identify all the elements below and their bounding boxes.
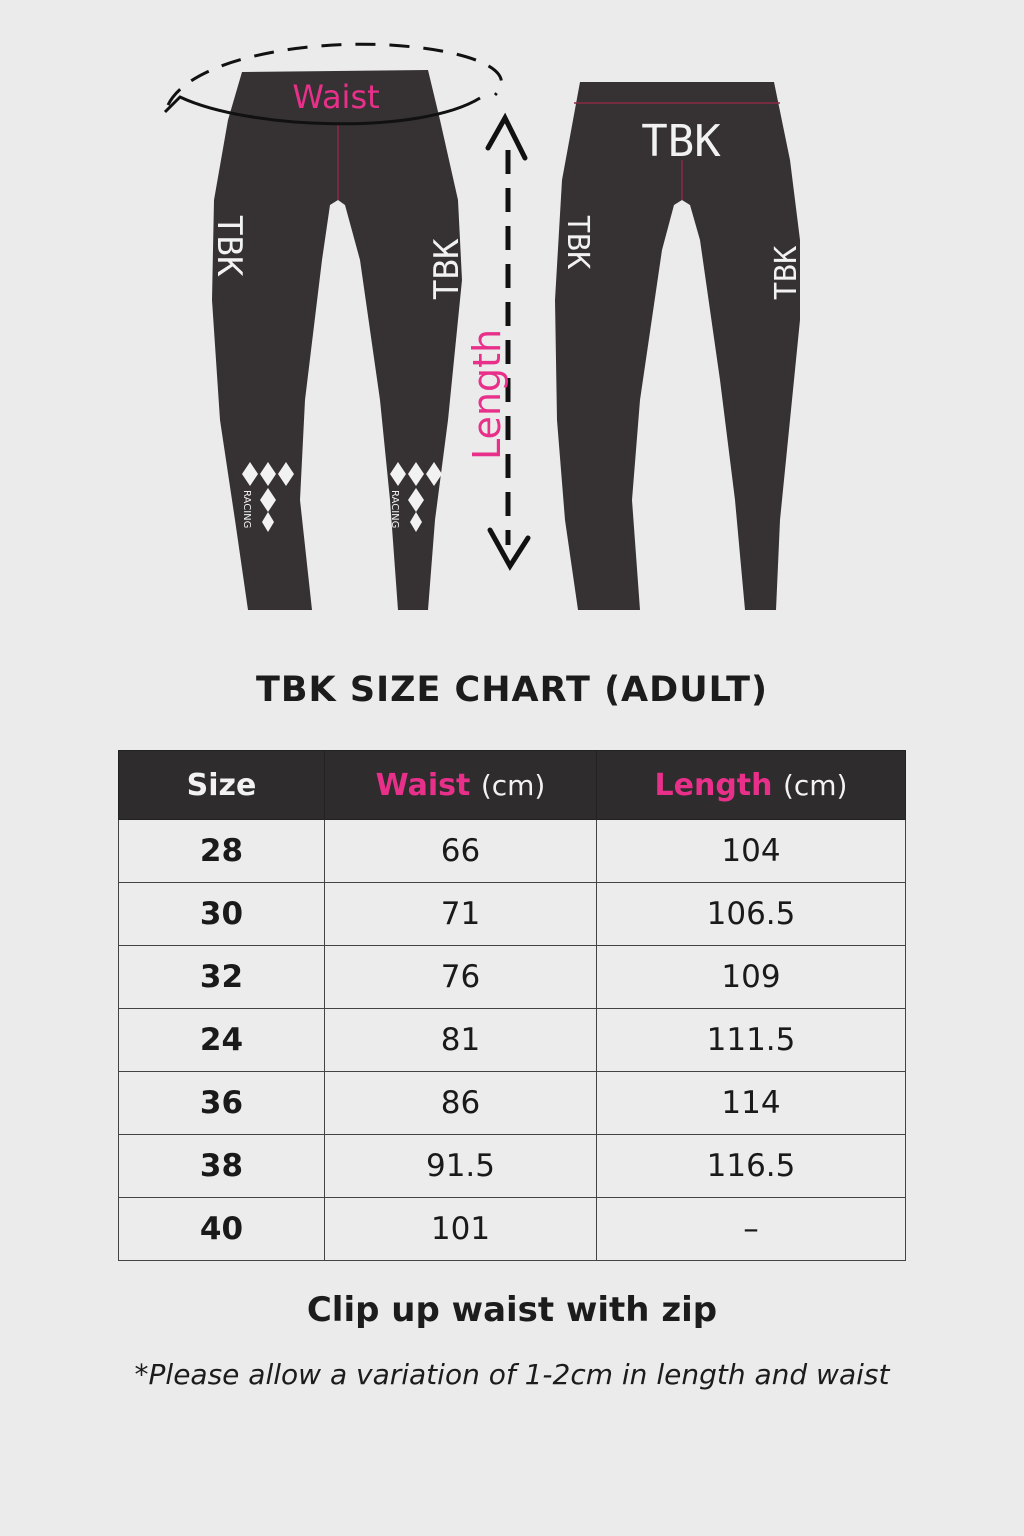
waist-cell: 76 <box>324 945 597 1009</box>
back-logo: TBK <box>641 116 721 167</box>
racing-text-left: RACING <box>241 490 252 528</box>
waist-cell: 91.5 <box>324 1134 597 1198</box>
size-cell: 28 <box>118 819 325 883</box>
back-side-logo-left: TBK <box>560 215 595 269</box>
racing-text-right: RACING <box>389 490 400 528</box>
header-unit: (cm) <box>480 768 546 802</box>
length-label: Length <box>465 329 509 460</box>
leggings-illustration: Waist TBK TBK RACING RACING Length TBK T… <box>163 42 804 610</box>
back-side-logo-right: TBK <box>769 246 804 300</box>
length-cell: – <box>596 1197 906 1261</box>
size-cell: 32 <box>118 945 325 1009</box>
size-cell: 40 <box>118 1197 325 1261</box>
table-row: 28 66 104 <box>118 819 906 883</box>
racing-logo-right <box>390 462 442 532</box>
variation-note: *Please allow a variation of 1-2cm in le… <box>134 1358 890 1391</box>
waist-cell: 71 <box>324 882 597 946</box>
waist-label: Waist <box>292 78 379 116</box>
header-unit: (cm) <box>782 768 848 802</box>
page-title: TBK SIZE CHART (ADULT) <box>256 670 768 710</box>
size-cell: 38 <box>118 1134 325 1198</box>
waist-cell: 101 <box>324 1197 597 1261</box>
side-logo-right: TBK <box>427 238 467 300</box>
zip-note: Clip up waist with zip <box>306 1290 718 1330</box>
size-cell: 36 <box>118 1071 325 1135</box>
arrow-down-icon <box>487 527 531 571</box>
waist-cell: 66 <box>324 819 597 883</box>
back-leggings <box>555 82 800 610</box>
side-logo-left: TBK <box>209 215 249 277</box>
waist-measure-dashed <box>166 42 503 106</box>
table-row: 24 81 111.5 <box>118 1008 906 1072</box>
length-cell: 114 <box>596 1071 906 1135</box>
length-cell: 116.5 <box>596 1134 906 1198</box>
waist-cell: 81 <box>324 1008 597 1072</box>
size-cell: 24 <box>118 1008 325 1072</box>
table-row: 38 91.5 116.5 <box>118 1134 906 1198</box>
size-chart-table: Size Waist (cm) Length (cm) 28 66 104 30 71 1… <box>118 750 906 1261</box>
header-label: Length <box>654 767 773 803</box>
header-length: Length (cm) <box>596 750 906 820</box>
header-label: Size <box>186 767 257 803</box>
length-cell: 109 <box>596 945 906 1009</box>
racing-logo-left <box>242 462 294 532</box>
length-cell: 104 <box>596 819 906 883</box>
waist-cell: 86 <box>324 1071 597 1135</box>
table-row: 40 101– <box>118 1197 906 1261</box>
table-header-row: Size Waist (cm) Length (cm) <box>118 750 906 820</box>
header-waist: Waist (cm) <box>324 750 597 820</box>
length-cell: 111.5 <box>596 1008 906 1072</box>
length-cell: 106.5 <box>596 882 906 946</box>
header-size: Size <box>118 750 325 820</box>
table-row: 32 76 109 <box>118 945 906 1009</box>
size-cell: 30 <box>118 882 325 946</box>
front-leggings <box>212 70 462 610</box>
waist-measure-line <box>163 95 481 126</box>
header-label: Waist <box>375 767 471 803</box>
arrow-up-icon <box>485 112 528 161</box>
table-row: 36 86 114 <box>118 1071 906 1135</box>
table-row: 30 71 106.5 <box>118 882 906 946</box>
